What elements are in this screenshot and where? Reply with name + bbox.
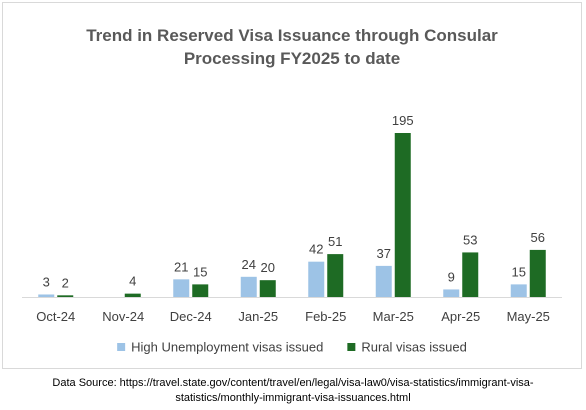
bar-high-unemployment-visas-issued-mar-25 xyxy=(375,265,392,297)
bar-high-unemployment-visas-issued-feb-25 xyxy=(308,261,325,297)
source-note: Data Source: https://travel.state.gov/co… xyxy=(0,376,586,406)
x-tick-label-mar-25: Mar-25 xyxy=(373,309,414,324)
data-label-high-unemployment-visas-issued-mar-25: 37 xyxy=(377,246,391,261)
data-label-high-unemployment-visas-issued-apr-25: 9 xyxy=(448,269,455,284)
bar-rural-visas-issued-dec-24 xyxy=(192,284,209,297)
bar-rural-visas-issued-oct-24 xyxy=(57,295,74,297)
bar-rural-visas-issued-feb-25 xyxy=(327,254,344,297)
data-label-high-unemployment-visas-issued-oct-24: 3 xyxy=(43,274,50,289)
bar-rural-visas-issued-nov-24 xyxy=(124,293,141,297)
data-label-high-unemployment-visas-issued-feb-25: 42 xyxy=(309,242,323,257)
x-tick-label-oct-24: Oct-24 xyxy=(36,309,75,324)
data-label-rural-visas-issued-mar-25: 195 xyxy=(392,113,414,128)
x-tick-label-dec-24: Dec-24 xyxy=(170,309,212,324)
bar-rural-visas-issued-may-25 xyxy=(529,249,546,297)
x-tick-label-feb-25: Feb-25 xyxy=(305,309,346,324)
source-note-line-1: Data Source: https://travel.state.gov/co… xyxy=(52,377,534,389)
x-tick-label-may-25: May-25 xyxy=(507,309,550,324)
bar-rural-visas-issued-jan-25 xyxy=(259,280,276,297)
chart-svg: Trend in Reserved Visa Issuance through … xyxy=(22,26,562,355)
chart-frame: Trend in Reserved Visa Issuance through … xyxy=(2,2,582,369)
legend: High Unemployment visas issued Rural visa… xyxy=(117,340,467,355)
bar-high-unemployment-visas-issued-may-25 xyxy=(510,284,527,297)
chart-title-line-1: Trend in Reserved Visa Issuance through … xyxy=(86,26,498,45)
data-label-rural-visas-issued-oct-24: 2 xyxy=(62,275,69,290)
data-label-rural-visas-issued-dec-24: 15 xyxy=(193,264,207,279)
chart-title-line-2: Processing FY2025 to date xyxy=(184,49,400,68)
data-label-rural-visas-issued-may-25: 56 xyxy=(531,230,545,245)
bar-high-unemployment-visas-issued-oct-24 xyxy=(38,294,55,297)
bar-rural-visas-issued-mar-25 xyxy=(394,133,411,297)
data-label-rural-visas-issued-feb-25: 51 xyxy=(328,234,342,249)
data-label-high-unemployment-visas-issued-jan-25: 24 xyxy=(242,257,256,272)
plot-area: 3 2 Oct-24 4 Nov-24 21 15 Dec-24 24 20 Jan-25 42 51 F… xyxy=(22,113,562,324)
bar-high-unemployment-visas-issued-dec-24 xyxy=(173,279,190,297)
legend-label-high-unemployment-visas-issued: High Unemployment visas issued xyxy=(131,340,323,355)
x-tick-label-jan-25: Jan-25 xyxy=(238,309,278,324)
data-label-rural-visas-issued-nov-24: 4 xyxy=(129,274,136,289)
legend-swatch-rural-visas-issued xyxy=(347,343,356,351)
data-label-rural-visas-issued-jan-25: 20 xyxy=(261,260,275,275)
x-tick-label-apr-25: Apr-25 xyxy=(441,309,480,324)
legend-swatch-high-unemployment-visas-issued xyxy=(117,343,126,351)
data-label-high-unemployment-visas-issued-may-25: 15 xyxy=(512,264,526,279)
bar-rural-visas-issued-apr-25 xyxy=(462,252,479,297)
bar-high-unemployment-visas-issued-jan-25 xyxy=(240,276,257,297)
data-label-high-unemployment-visas-issued-dec-24: 21 xyxy=(174,259,188,274)
source-note-line-2: statistics/monthly-immigrant-visa-issuan… xyxy=(175,392,411,404)
x-tick-label-nov-24: Nov-24 xyxy=(102,309,144,324)
bar-high-unemployment-visas-issued-apr-25 xyxy=(443,289,460,297)
legend-label-rural-visas-issued: Rural visas issued xyxy=(361,340,467,355)
data-label-rural-visas-issued-apr-25: 53 xyxy=(463,232,477,247)
